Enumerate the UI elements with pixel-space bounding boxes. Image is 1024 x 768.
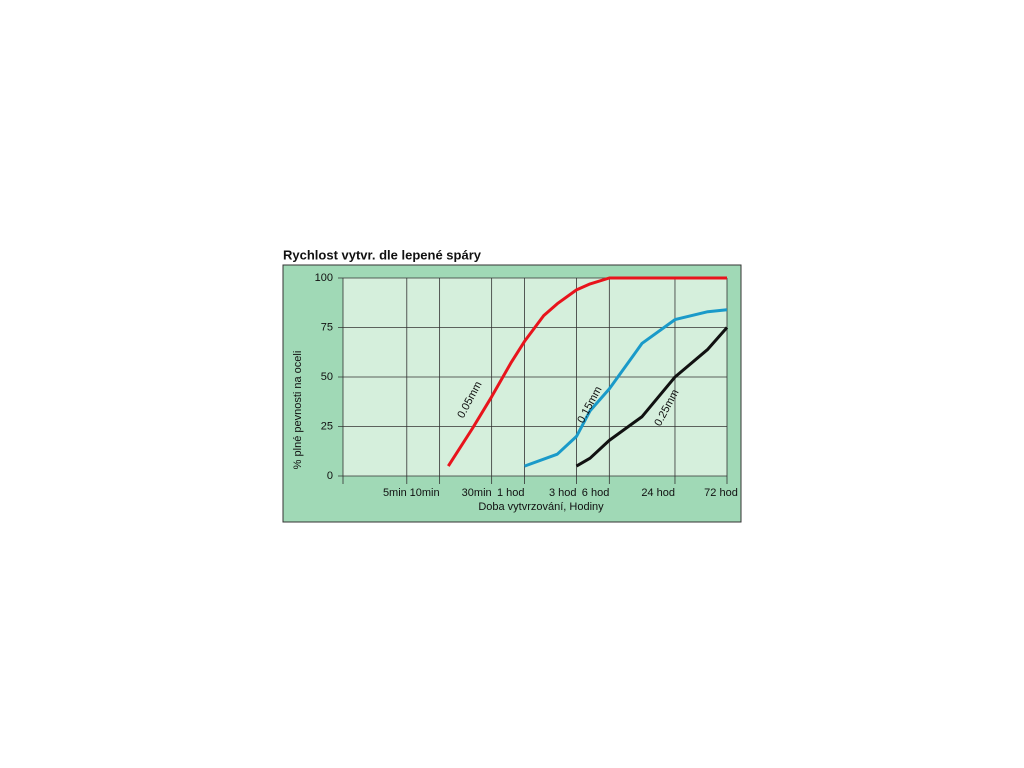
x-tick-label: 3 hod: [549, 487, 577, 499]
x-tick-label: 10min: [410, 487, 440, 499]
y-axis-label: % plné pevnosti na oceli: [292, 351, 304, 470]
y-tick-label: 100: [315, 272, 333, 284]
x-tick-label: 30min: [462, 487, 492, 499]
chart-title: Rychlost vytvr. dle lepené spáry: [283, 247, 482, 262]
y-tick-label: 25: [321, 420, 333, 432]
curve: [523, 308, 728, 468]
curve: [447, 276, 727, 467]
x-tick-label: 72 hod: [704, 487, 738, 499]
x-tick-label: 1 hod: [497, 487, 525, 499]
x-axis-label: Doba vytvrzování, Hodiny: [478, 501, 604, 513]
x-tick-label: 24 hod: [641, 487, 675, 499]
x-tick-label: 6 hod: [582, 487, 610, 499]
y-tick-label: 0: [327, 470, 333, 482]
y-tick-label: 50: [321, 371, 333, 383]
curve: [575, 326, 729, 468]
y-tick-label: 75: [321, 321, 333, 333]
x-tick-label: 5min: [383, 487, 407, 499]
